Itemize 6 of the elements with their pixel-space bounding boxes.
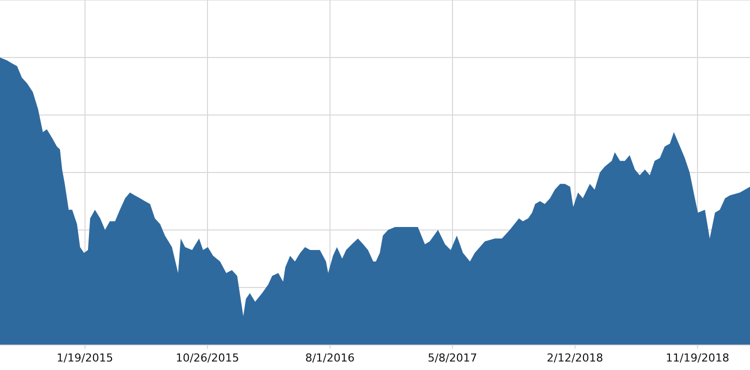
x-tick-label: 2/12/2018 (546, 351, 604, 364)
x-tick-label: 10/26/2015 (176, 351, 240, 364)
x-tick-label: 11/19/2018 (666, 351, 730, 364)
x-tick-label: 8/1/2016 (305, 351, 355, 364)
x-tick-label: 1/19/2015 (56, 351, 114, 364)
x-tick-label: 5/8/2017 (428, 351, 478, 364)
